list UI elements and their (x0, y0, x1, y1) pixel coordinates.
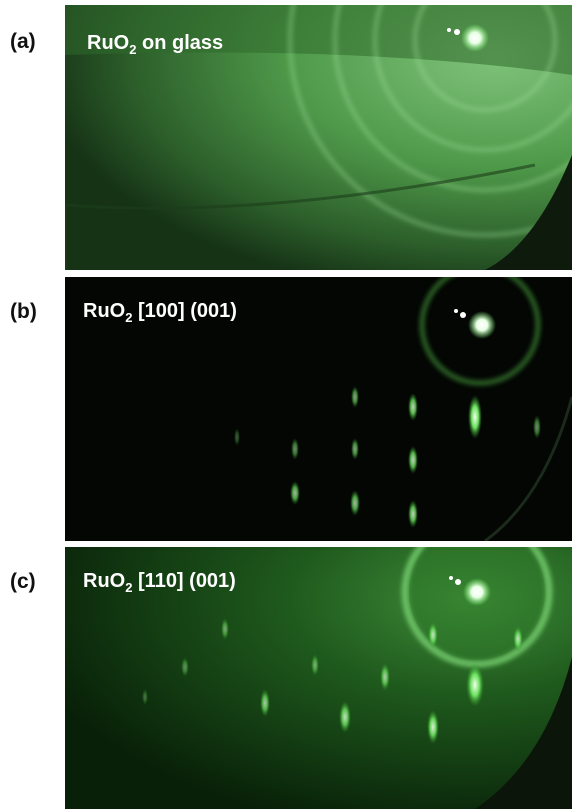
rheed-image: RuO2 [110] (001) (65, 547, 572, 809)
caption-part: 2 (129, 42, 136, 57)
caption-part: on glass (136, 32, 223, 54)
panel-label: (c) (10, 570, 36, 594)
caption-part: 2 (125, 310, 132, 325)
panel-caption: RuO2 [100] (001) (83, 300, 237, 325)
caption-part: [110] (001) (132, 570, 235, 592)
panel-label: (a) (10, 30, 36, 54)
figure: {"panels": [ {"label": "(a)", "caption":… (0, 0, 572, 809)
page: RHEED patterns html, body { margin: 0; p… (0, 0, 572, 809)
panel-label: (b) (10, 300, 37, 324)
caption-part: [100] (001) (132, 300, 237, 322)
caption-part: RuO (83, 300, 125, 322)
panel-caption: RuO2 on glass (87, 32, 223, 57)
caption-part: RuO (87, 32, 129, 54)
caption-part: 2 (125, 580, 132, 595)
panel-caption: RuO2 [110] (001) (83, 570, 236, 595)
rheed-image: RuO2 on glass (65, 5, 572, 270)
rheed-image: RuO2 [100] (001) (65, 277, 572, 541)
caption-part: RuO (83, 570, 125, 592)
